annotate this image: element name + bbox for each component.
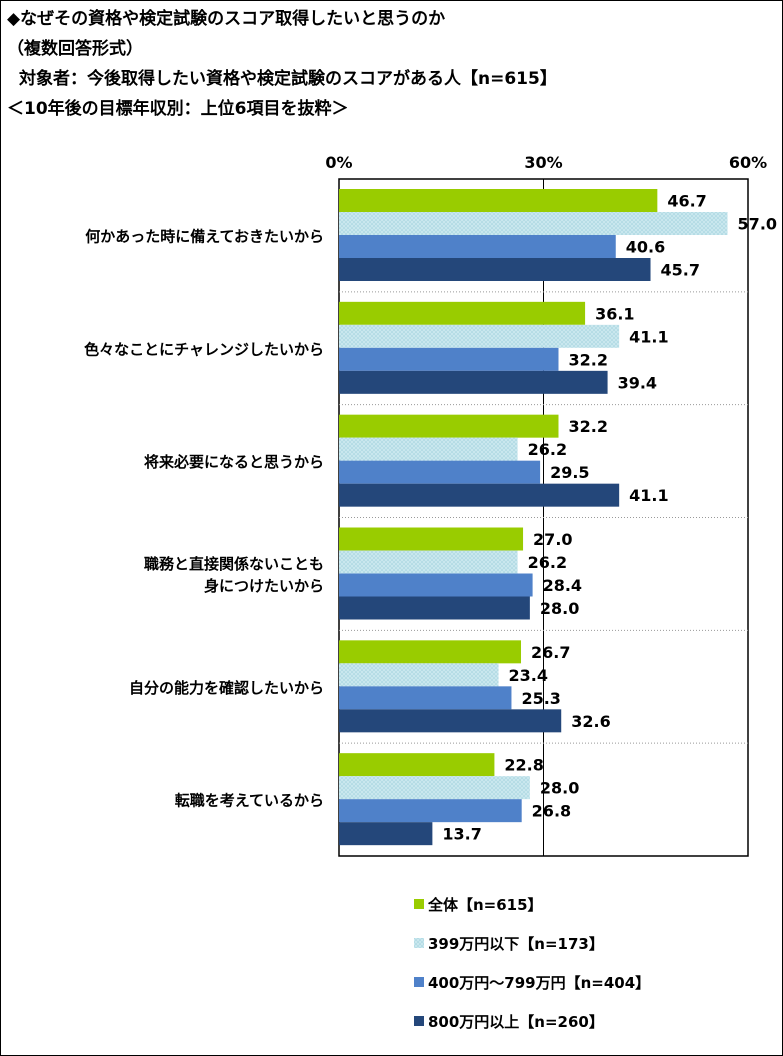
category-label: 転職を考えているから: [175, 792, 324, 810]
bar: [339, 686, 512, 710]
data-label: 13.7: [442, 825, 481, 844]
data-label: 26.2: [528, 553, 567, 572]
data-label: 25.3: [521, 689, 560, 708]
chart-subtitle-breakdown: ＜10年後の目標年収別：上位6項目を抜粋＞: [7, 99, 349, 119]
bar: [339, 799, 522, 823]
data-label: 23.4: [509, 666, 548, 685]
category-label: 身につけたいから: [204, 577, 324, 595]
data-label: 32.2: [568, 350, 607, 369]
bar: [339, 527, 524, 551]
data-label: 32.2: [568, 417, 607, 436]
bar: [339, 324, 620, 348]
bar: [339, 709, 562, 733]
data-label: 26.2: [528, 440, 567, 459]
chart-subtitle-target: 対象者：今後取得したい資格や検定試験のスコアがある人【n=615】: [19, 69, 557, 89]
data-label: 29.5: [550, 463, 589, 482]
bar: [339, 460, 541, 484]
data-label: 39.4: [618, 373, 657, 392]
bar: [339, 573, 533, 597]
data-label: 41.1: [629, 327, 668, 346]
bar: [339, 822, 433, 846]
data-label: 46.7: [667, 192, 706, 211]
bar: [339, 483, 620, 507]
category-label: 将来必要になると思うから: [144, 453, 324, 471]
bar: [339, 370, 608, 394]
legend-swatch: [414, 899, 424, 909]
data-label: 28.0: [540, 599, 579, 618]
data-label: 36.1: [595, 304, 634, 323]
category-label: 自分の能力を確認したいから: [129, 679, 324, 697]
bar: [339, 347, 559, 371]
bar: [339, 437, 518, 461]
legend-swatch: [414, 938, 424, 948]
data-label: 45.7: [661, 261, 700, 280]
bar: [339, 212, 728, 235]
legend-entry: 399万円以下【n=173】: [428, 935, 604, 953]
bar: [339, 301, 586, 325]
data-label: 40.6: [626, 238, 665, 257]
data-label: 22.8: [504, 756, 543, 775]
x-tick-label: 0%: [325, 153, 352, 172]
category-label: 色々なことにチャレンジしたいから: [84, 340, 324, 358]
data-label: 27.0: [533, 530, 572, 549]
bar: [339, 189, 658, 212]
chart-subtitle-format: （複数回答形式）: [7, 39, 143, 59]
data-label: 28.0: [540, 779, 579, 798]
legend-entry: 800万円以上【n=260】: [428, 1013, 604, 1031]
legend-entry: 全体【n=615】: [427, 896, 543, 914]
data-label: 28.4: [543, 576, 582, 595]
data-label: 57.0: [738, 215, 777, 234]
bar: [339, 414, 559, 438]
data-label: 26.8: [532, 802, 571, 821]
legend-entry: 400万円～799万円【n=404】: [428, 974, 650, 992]
bar: [339, 640, 522, 664]
x-tick-label: 30%: [524, 153, 562, 172]
data-label: 26.7: [531, 643, 570, 662]
bar: [339, 596, 530, 620]
category-label: 職務と直接関係ないことも: [144, 555, 324, 573]
category-label: 何かあった時に備えておきたいから: [85, 227, 324, 245]
x-tick-label: 60%: [729, 153, 767, 172]
bar: [339, 235, 616, 258]
data-label: 41.1: [629, 486, 668, 505]
bar: [339, 258, 651, 281]
bar: [339, 663, 499, 687]
bar: [339, 776, 530, 800]
chart-title: ◆なぜその資格や検定試験のスコア取得したいと思うのか: [7, 9, 446, 29]
bar: [339, 550, 518, 574]
data-label: 32.6: [571, 712, 610, 731]
legend-swatch: [414, 977, 424, 987]
legend-swatch: [414, 1016, 424, 1026]
bar: [339, 753, 495, 777]
